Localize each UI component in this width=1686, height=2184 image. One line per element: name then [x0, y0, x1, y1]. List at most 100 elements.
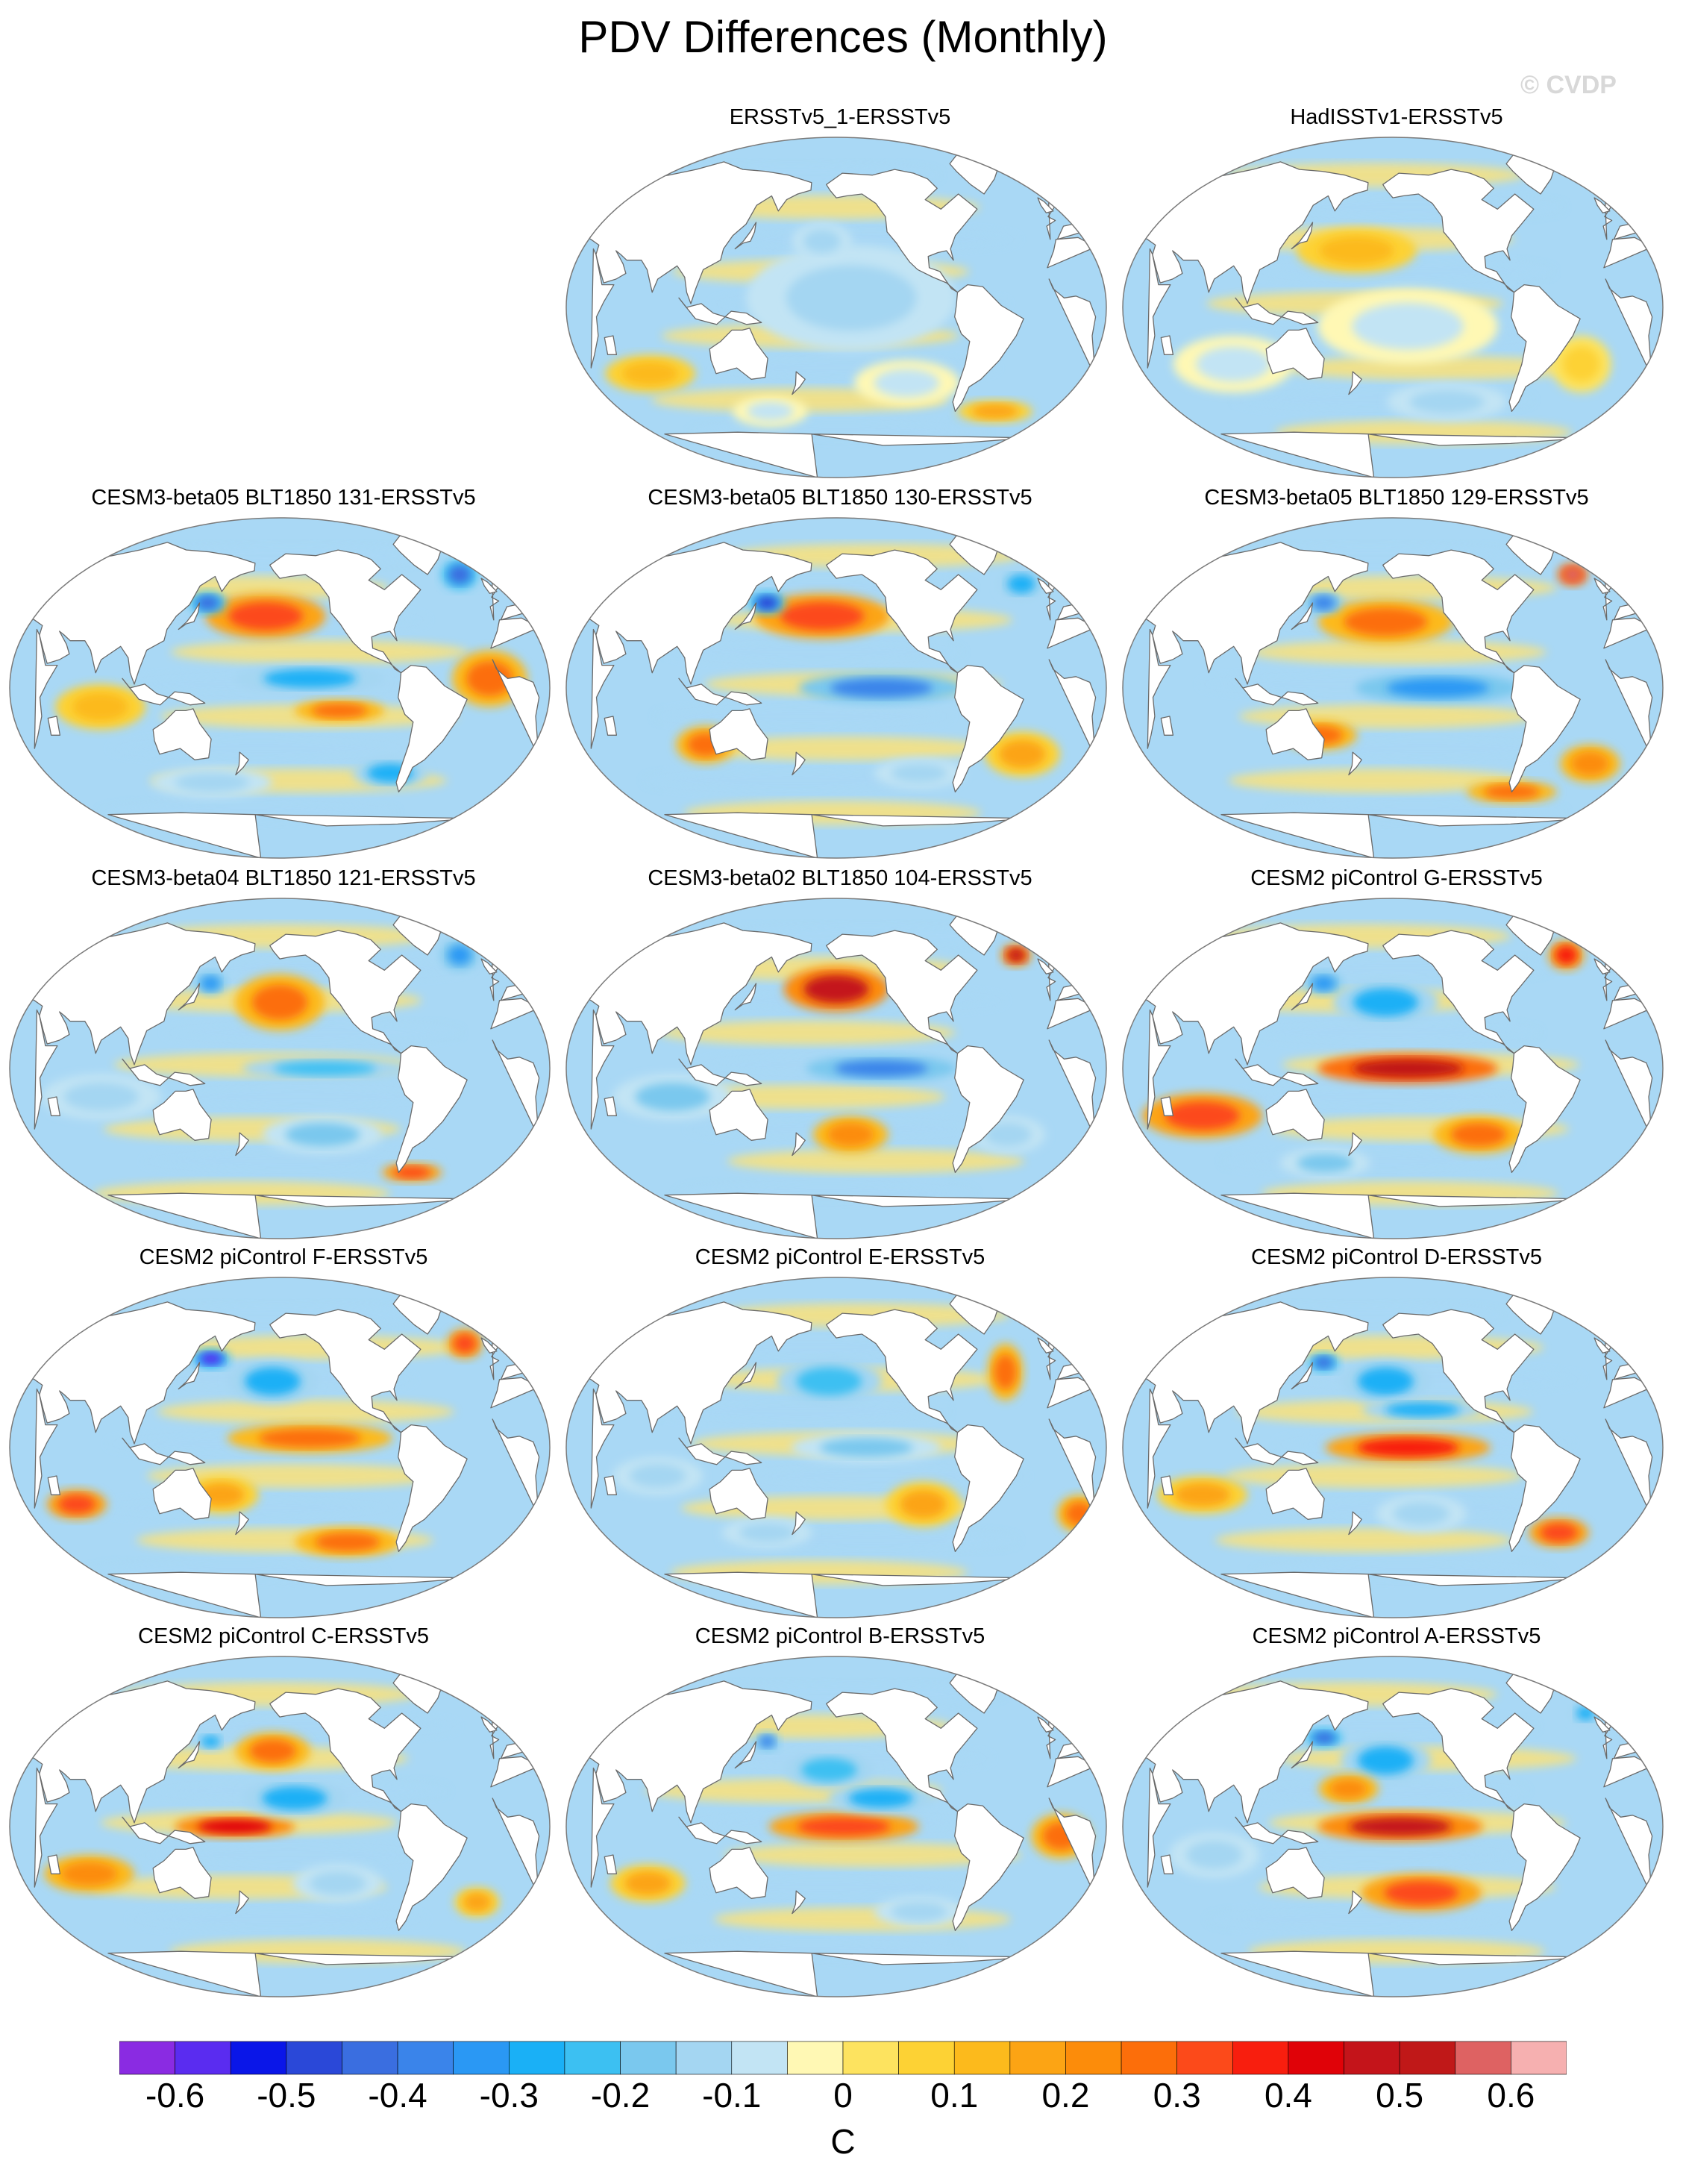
background-band: [651, 1399, 950, 1424]
anomaly-core: [797, 1817, 891, 1836]
colorbar-tick-label: -0.1: [702, 2076, 762, 2115]
colorbar-swatch: [1232, 2041, 1289, 2075]
land-africa: [590, 1377, 1097, 1515]
anomaly-core: [1555, 945, 1578, 965]
colorbar-swatch: [842, 2041, 899, 2075]
colorbar-swatch: [620, 2041, 677, 2075]
background-band: [1285, 1367, 1584, 1392]
anomaly-core: [245, 1367, 301, 1396]
anomaly-core: [1393, 1501, 1450, 1526]
land-africa: [1147, 1756, 1653, 1894]
land-uk: [1037, 197, 1054, 213]
land-africa: [590, 1756, 1097, 1894]
anomaly-core: [1384, 1880, 1459, 1905]
anomaly-core: [249, 1739, 296, 1763]
land-north-america: [826, 1688, 978, 1812]
land-south-america: [395, 1424, 468, 1552]
anomaly-core: [1006, 948, 1026, 963]
land-japan: [734, 1741, 757, 1769]
map-border: [1122, 898, 1664, 1239]
anomaly-core: [780, 601, 865, 631]
anomaly-core: [201, 976, 220, 991]
land-new-zealand: [792, 371, 806, 395]
watermark: © CVDP: [1520, 71, 1617, 99]
anomaly-core: [448, 565, 471, 584]
map-panel: CESM2 piControl E-ERSSTv5: [564, 1245, 1116, 1618]
anomaly-core: [258, 1428, 361, 1448]
land-antarctica: [664, 431, 1030, 478]
anomaly-core: [1352, 1059, 1464, 1078]
land-australia: [709, 708, 768, 760]
land-australia: [152, 1847, 212, 1899]
colorbar-tick-label: 0.1: [930, 2076, 979, 2115]
land-south-america: [952, 1424, 1024, 1552]
anomaly-core: [1571, 751, 1609, 776]
land-africa: [590, 998, 1097, 1136]
land-antarctica: [664, 1950, 1030, 1997]
land-madagascar: [604, 1096, 618, 1116]
colorbar-units: C: [830, 2122, 856, 2161]
anomaly-core: [1312, 595, 1335, 610]
land-africa: [34, 998, 540, 1136]
land-new-zealand: [235, 751, 249, 776]
anomaly-core: [999, 739, 1046, 769]
map-border: [9, 898, 551, 1239]
land-indonesia: [122, 1437, 206, 1465]
land-indonesia: [1235, 1437, 1319, 1465]
anomaly-core: [200, 1353, 223, 1365]
sst-difference-map: [565, 517, 1107, 859]
anomaly-core: [1563, 567, 1582, 582]
anomaly-core: [622, 361, 679, 386]
anomaly-core: [803, 974, 869, 1004]
land-japan: [734, 1362, 757, 1390]
anomaly-core: [393, 1166, 431, 1179]
panel-title: CESM3-beta05 BLT1850 129-ERSSTv5: [1204, 486, 1589, 510]
land-north-america: [826, 1309, 978, 1433]
land-indonesia: [678, 1437, 762, 1465]
background-band: [694, 736, 992, 761]
land-africa: [34, 1377, 540, 1515]
map-border: [565, 1277, 1107, 1618]
land-north-america: [1382, 1309, 1535, 1433]
land-south-america: [1508, 284, 1581, 412]
land-australia: [709, 1468, 768, 1520]
sst-difference-map: [565, 137, 1107, 478]
colorbar-swatch: [731, 2041, 788, 2075]
anomaly-core: [739, 1523, 795, 1542]
sst-difference-map: [565, 1656, 1107, 1997]
land-africa: [590, 237, 1097, 375]
colorbar-tick-label: -0.2: [590, 2076, 651, 2115]
land-australia: [152, 1089, 212, 1141]
colorbar-tick-label: 0.2: [1041, 2076, 1090, 2115]
anomaly-core: [1576, 1706, 1595, 1721]
figure-title: PDV Differences (Monthly): [578, 12, 1108, 62]
panel-title: CESM3-beta04 BLT1850 121-ERSSTv5: [91, 866, 476, 890]
background-band: [1215, 1528, 1513, 1553]
land-new-zealand: [1348, 1511, 1362, 1536]
background-band: [1285, 356, 1583, 381]
panel-title: CESM3-beta02 BLT1850 104-ERSSTv5: [648, 866, 1032, 890]
panel-title: CESM2 piControl E-ERSSTv5: [695, 1245, 985, 1269]
colorbar-swatch: [1065, 2041, 1122, 2075]
anomaly-core: [994, 1354, 1017, 1390]
panel-title: ERSSTv5_1-ERSSTv5: [729, 105, 951, 129]
land-africa: [1147, 617, 1653, 755]
anomaly-core: [466, 660, 513, 696]
background-band: [140, 1843, 438, 1867]
anomaly-core: [61, 1862, 118, 1886]
land-new-zealand: [235, 1511, 249, 1536]
anomaly-core: [834, 1060, 928, 1077]
panel-title: CESM3-beta05 BLT1850 130-ERSSTv5: [648, 486, 1032, 510]
land-indonesia: [1235, 1058, 1319, 1086]
background-band: [1242, 1020, 1541, 1045]
land-south-america: [1508, 1424, 1581, 1552]
anomaly-core: [1344, 607, 1428, 636]
land-madagascar: [47, 716, 61, 736]
colorbar-swatch: [453, 2041, 510, 2075]
land-australia: [709, 1847, 768, 1899]
colorbar-swatch: [1009, 2041, 1066, 2075]
background-band: [665, 639, 963, 664]
land-australia: [152, 1468, 212, 1520]
anomaly-core: [1297, 1154, 1353, 1173]
colorbar-swatch: [509, 2041, 565, 2075]
